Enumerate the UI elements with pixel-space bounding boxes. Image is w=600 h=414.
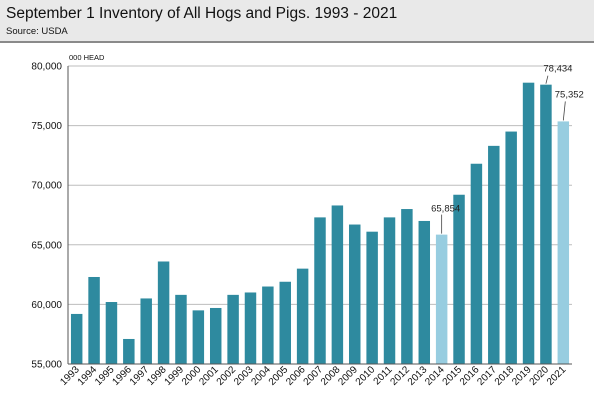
y-tick-label: 75,000 — [31, 121, 62, 132]
y-tick-label: 55,000 — [31, 360, 62, 371]
bar-2001 — [209, 307, 222, 364]
y-axis: 55,000 60,000 65,000 70,000 75,000 80,000 — [31, 62, 69, 371]
data-labels: 65,854 78,434 75,352 — [431, 64, 584, 234]
bar-2019 — [522, 82, 535, 365]
bar-1997 — [140, 298, 152, 364]
bar-2020 — [540, 84, 552, 364]
bar-2004 — [262, 286, 274, 364]
bar-1998 — [157, 261, 170, 364]
data-label-2014: 65,854 — [431, 204, 460, 215]
bar-2007 — [314, 217, 326, 364]
bar-2011 — [383, 217, 396, 364]
bar-1993 — [70, 313, 83, 364]
data-label-leader — [562, 101, 566, 121]
bar-2008 — [331, 205, 344, 364]
bar-2005 — [279, 281, 291, 364]
bar-2012 — [401, 209, 413, 364]
y-unit-label: 000 HEAD — [69, 53, 105, 62]
bar-2002 — [227, 294, 239, 364]
y-tick-label: 65,000 — [31, 240, 62, 251]
bar-2017 — [488, 145, 500, 364]
bar-2009 — [349, 224, 361, 364]
bar-2014 — [435, 234, 448, 364]
bar-2018 — [505, 131, 517, 364]
bar-2010 — [366, 231, 378, 364]
data-label-2020: 78,434 — [543, 64, 572, 75]
x-tick-label: 2021 — [545, 364, 569, 388]
bar-2003 — [244, 292, 257, 364]
bar-1999 — [175, 294, 187, 364]
x-axis: 1993199419951996199719981999200020012002… — [58, 363, 572, 388]
bar-1996 — [123, 338, 135, 364]
bar-2013 — [418, 220, 431, 364]
y-tick-label: 60,000 — [31, 300, 62, 311]
bar-2021 — [557, 121, 570, 364]
bar-1994 — [88, 276, 100, 364]
data-label-2021: 75,352 — [555, 89, 584, 100]
chart-title: September 1 Inventory of All Hogs and Pi… — [6, 5, 398, 22]
bar-2000 — [192, 310, 205, 364]
bar-2015 — [453, 194, 465, 364]
chart-header: September 1 Inventory of All Hogs and Pi… — [0, 0, 594, 43]
bars — [70, 82, 570, 365]
y-tick-label: 70,000 — [31, 181, 62, 192]
bar-2006 — [296, 268, 309, 364]
y-tick-label: 80,000 — [31, 62, 62, 73]
chart-source: Source: USDA — [6, 26, 68, 37]
data-label-leader — [545, 75, 549, 84]
bar-2016 — [470, 163, 483, 364]
bar-1995 — [105, 302, 118, 364]
